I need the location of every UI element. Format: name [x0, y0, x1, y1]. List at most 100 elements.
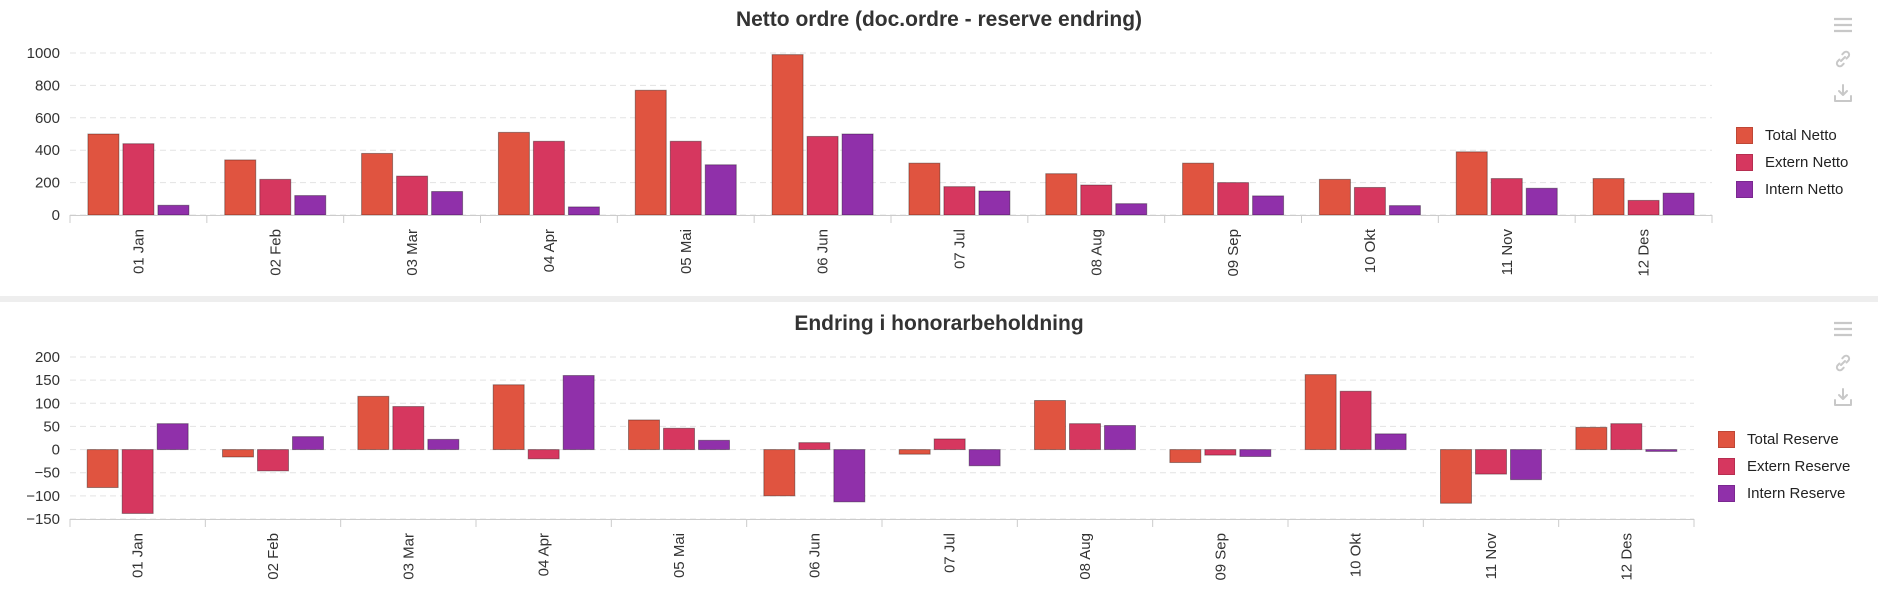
bar	[1104, 425, 1136, 451]
endring-honorarbeholdning-chart: −150 −100 −50 0 50 100 150 200 01 Jan 02 Feb 03 Ma…	[26, 349, 1695, 581]
bar	[798, 442, 831, 451]
x-tick-label: 08 Aug	[1077, 533, 1094, 580]
legend-label: Total Reserve	[1747, 431, 1839, 448]
bar	[763, 449, 796, 497]
x-tick-label: 07 Jul	[951, 229, 968, 269]
y-tick-label: 50	[43, 418, 60, 435]
chart-toolbar	[1830, 12, 1860, 114]
legend-item[interactable]: Intern Reserve	[1718, 480, 1850, 507]
bar	[527, 449, 560, 460]
x-tick-label: 04 Apr	[536, 533, 553, 576]
bar	[87, 133, 120, 216]
bar	[628, 419, 660, 451]
bar	[259, 178, 292, 216]
link-icon[interactable]	[1830, 350, 1856, 376]
bar	[532, 140, 565, 216]
legend-label: Intern Reserve	[1747, 485, 1846, 502]
bar	[121, 449, 154, 514]
bar	[1204, 449, 1237, 456]
bar	[1239, 449, 1272, 458]
bar	[1575, 426, 1608, 451]
bar	[562, 375, 595, 451]
bar	[663, 427, 695, 451]
bar	[392, 406, 425, 451]
x-tick-label: 06 Jun	[806, 533, 823, 578]
bar	[1339, 390, 1372, 451]
bar	[634, 89, 667, 216]
legend-label: Extern Netto	[1765, 154, 1849, 171]
bar	[1374, 433, 1407, 451]
x-tick-label: 01 Jan	[130, 229, 147, 274]
bar	[431, 191, 464, 216]
menu-icon[interactable]	[1830, 12, 1856, 38]
bar	[1318, 178, 1351, 216]
bar	[806, 135, 839, 216]
bar	[978, 190, 1011, 216]
y-tick-label: −50	[35, 465, 60, 482]
netto-ordre-chart: 0 200 400 600 800 1000 01 Jan 02 Feb 03 Mar 04 Ap…	[27, 45, 1713, 277]
bar	[497, 131, 530, 216]
y-tick-label: 200	[35, 349, 60, 366]
x-tick-label: 02 Feb	[267, 229, 284, 276]
bar	[1080, 184, 1113, 216]
bar	[943, 186, 976, 216]
legend: Total Reserve Extern Reserve Intern Reserv…	[1718, 426, 1850, 507]
bar	[1182, 162, 1215, 216]
legend-swatch	[1736, 181, 1753, 198]
legend-item[interactable]: Extern Netto	[1736, 149, 1848, 176]
legend-swatch	[1718, 458, 1735, 475]
bar	[1034, 400, 1066, 451]
y-tick-label: 0	[52, 207, 60, 224]
y-tick-label: 1000	[27, 45, 60, 62]
legend: Total Netto Extern Netto Intern Netto	[1736, 122, 1848, 203]
x-tick-label: 03 Mar	[400, 533, 417, 580]
bar	[1490, 178, 1523, 216]
bar	[396, 175, 429, 216]
bar	[357, 395, 390, 451]
x-tick-label: 10 Okt	[1348, 532, 1365, 577]
panel-divider	[0, 296, 1878, 302]
legend-item[interactable]: Extern Reserve	[1718, 453, 1850, 480]
legend-item[interactable]: Total Reserve	[1718, 426, 1850, 453]
x-tick-label: 03 Mar	[404, 229, 421, 276]
link-icon[interactable]	[1830, 46, 1856, 72]
x-tick-label: 02 Feb	[265, 533, 282, 580]
x-tick-label: 05 Mai	[671, 533, 688, 578]
menu-icon[interactable]	[1830, 316, 1856, 342]
bar	[222, 449, 254, 458]
y-tick-label: 400	[35, 142, 60, 159]
bar	[1455, 151, 1488, 216]
y-tick-label: −100	[26, 488, 60, 505]
bar	[567, 206, 600, 216]
bar	[294, 195, 327, 216]
x-tick-label: 05 Mai	[678, 229, 695, 274]
bar	[1627, 199, 1660, 216]
download-icon[interactable]	[1830, 80, 1856, 106]
x-tick-label: 12 Des	[1618, 533, 1635, 581]
bar	[908, 162, 941, 216]
chart-title: Netto ordre (doc.ordre - reserve endring…	[735, 8, 1143, 31]
legend-item[interactable]: Intern Netto	[1736, 176, 1848, 203]
bar	[1662, 192, 1695, 216]
bar	[704, 164, 737, 216]
download-icon[interactable]	[1830, 384, 1856, 410]
bar	[86, 449, 119, 489]
bar	[1525, 187, 1558, 216]
x-tick-label: 09 Sep	[1212, 533, 1229, 581]
netto-ordre-chart-panel: Netto ordre (doc.ordre - reserve endring…	[0, 0, 1878, 296]
bar	[224, 159, 257, 216]
x-tick-label: 09 Sep	[1225, 229, 1242, 277]
bar	[698, 439, 730, 451]
bar	[1440, 449, 1472, 504]
bar	[833, 449, 866, 503]
legend-item[interactable]: Total Netto	[1736, 122, 1848, 149]
bar	[1169, 449, 1202, 464]
y-tick-label: 600	[35, 110, 60, 127]
y-tick-label: 200	[35, 175, 60, 192]
bar	[933, 438, 966, 451]
bar	[1252, 195, 1285, 216]
x-tick-label: 06 Jun	[815, 229, 832, 274]
bar	[1645, 449, 1678, 452]
x-tick-label: 11 Nov	[1483, 533, 1500, 580]
chart-toolbar	[1830, 316, 1860, 418]
